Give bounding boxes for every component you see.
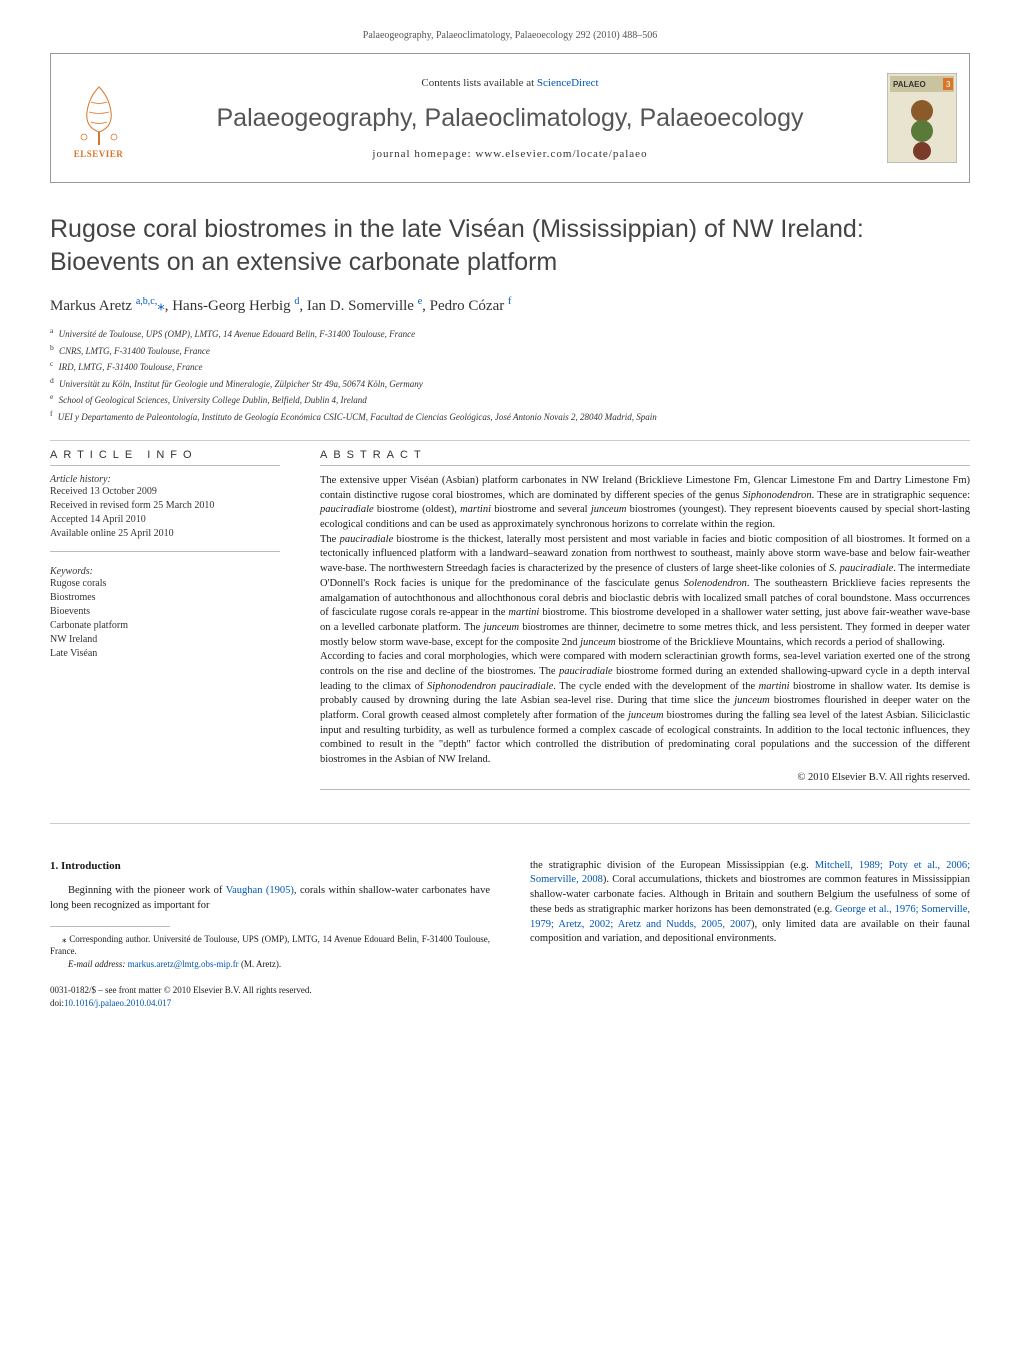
abstract-text: The extensive upper Viséan (Asbian) plat… bbox=[320, 474, 970, 768]
article-info-column: ARTICLE INFO Article history: Received 1… bbox=[50, 449, 280, 798]
svg-text:3: 3 bbox=[946, 80, 951, 89]
keywords-list: Rugose coralsBiostromesBioeventsCarbonat… bbox=[50, 577, 280, 661]
info-abstract-row: ARTICLE INFO Article history: Received 1… bbox=[50, 449, 970, 798]
journal-homepage[interactable]: journal homepage: www.elsevier.com/locat… bbox=[372, 148, 647, 160]
affiliation-line: a Université de Toulouse, UPS (OMP), LMT… bbox=[50, 325, 970, 342]
keyword-item: Bioevents bbox=[50, 605, 280, 619]
info-rule bbox=[50, 465, 280, 466]
intro-text-left: Beginning with the pioneer work of Vaugh… bbox=[50, 884, 490, 913]
history-label: Article history: bbox=[50, 474, 280, 485]
contents-prefix: Contents lists available at bbox=[421, 77, 536, 89]
footer-copyright: 0031-0182/$ – see front matter © 2010 El… bbox=[50, 984, 490, 1009]
history-lines: Received 13 October 2009Received in revi… bbox=[50, 485, 280, 541]
abstract-p2: The pauciradiale biostrome is the thicke… bbox=[320, 533, 970, 651]
section-heading-intro: 1. Introduction bbox=[50, 859, 490, 874]
running-head: Palaeogeography, Palaeoclimatology, Pala… bbox=[50, 30, 970, 41]
abstract-bottom-rule bbox=[320, 789, 970, 790]
keywords-label: Keywords: bbox=[50, 566, 280, 577]
keyword-item: Rugose corals bbox=[50, 577, 280, 591]
email-label: E-mail address: bbox=[68, 959, 128, 969]
history-line: Available online 25 April 2010 bbox=[50, 527, 280, 541]
footnote-rule bbox=[50, 926, 170, 927]
doi-link[interactable]: 10.1016/j.palaeo.2010.04.017 bbox=[64, 998, 171, 1008]
contents-available-line: Contents lists available at ScienceDirec… bbox=[421, 77, 598, 89]
keyword-item: Carbonate platform bbox=[50, 619, 280, 633]
info-rule bbox=[50, 551, 280, 552]
abstract-heading: ABSTRACT bbox=[320, 449, 970, 461]
corresponding-author: ⁎ Corresponding author. Université de To… bbox=[50, 933, 490, 958]
abstract-rule bbox=[320, 465, 970, 466]
sciencedirect-link[interactable]: ScienceDirect bbox=[537, 77, 599, 89]
body-two-column: 1. Introduction Beginning with the pione… bbox=[50, 859, 970, 1010]
copyright-line: © 2010 Elsevier B.V. All rights reserved… bbox=[320, 772, 970, 783]
intro-text-right: the stratigraphic division of the Europe… bbox=[530, 859, 970, 947]
left-column: 1. Introduction Beginning with the pione… bbox=[50, 859, 490, 1010]
email-line: E-mail address: markus.aretz@lmtg.obs-mi… bbox=[50, 958, 490, 971]
keyword-item: Biostromes bbox=[50, 591, 280, 605]
elsevier-logo: ELSEVIER bbox=[51, 54, 146, 182]
article-info-heading: ARTICLE INFO bbox=[50, 449, 280, 461]
front-matter: 0031-0182/$ – see front matter © 2010 El… bbox=[50, 984, 490, 997]
doi-prefix: doi: bbox=[50, 998, 64, 1008]
affiliations: a Université de Toulouse, UPS (OMP), LMT… bbox=[50, 325, 970, 424]
palaeo-cover-icon: PALAEO 3 bbox=[887, 73, 957, 163]
abstract-column: ABSTRACT The extensive upper Viséan (Asb… bbox=[320, 449, 970, 798]
journal-cover-thumb: PALAEO 3 bbox=[874, 54, 969, 182]
affiliation-line: e School of Geological Sciences, Univers… bbox=[50, 391, 970, 408]
keyword-item: Late Viséan bbox=[50, 647, 280, 661]
affiliation-line: b CNRS, LMTG, F-31400 Toulouse, France bbox=[50, 342, 970, 359]
doi-line: doi:10.1016/j.palaeo.2010.04.017 bbox=[50, 997, 490, 1010]
affiliation-line: f UEI y Departamento de Paleontología, I… bbox=[50, 408, 970, 425]
affiliation-line: c IRD, LMTG, F-31400 Toulouse, France bbox=[50, 358, 970, 375]
elsevier-label: ELSEVIER bbox=[74, 149, 124, 159]
history-line: Accepted 14 April 2010 bbox=[50, 513, 280, 527]
email-link[interactable]: markus.aretz@lmtg.obs-mip.fr bbox=[128, 959, 239, 969]
section-rule bbox=[50, 440, 970, 441]
svg-text:PALAEO: PALAEO bbox=[893, 80, 926, 89]
email-suffix: (M. Aretz). bbox=[239, 959, 282, 969]
author-list: Markus Aretz a,b,c,⁎, Hans-Georg Herbig … bbox=[50, 296, 970, 315]
abstract-p3: According to facies and coral morphologi… bbox=[320, 650, 970, 768]
journal-name: Palaeogeography, Palaeoclimatology, Pala… bbox=[217, 104, 804, 133]
keyword-item: NW Ireland bbox=[50, 633, 280, 647]
header-center: Contents lists available at ScienceDirec… bbox=[146, 54, 874, 182]
affiliation-line: d Universität zu Köln, Institut für Geol… bbox=[50, 375, 970, 392]
journal-header: ELSEVIER Contents lists available at Sci… bbox=[50, 53, 970, 183]
elsevier-tree-icon bbox=[69, 77, 129, 147]
right-column: the stratigraphic division of the Europe… bbox=[530, 859, 970, 1010]
article-title: Rugose coral biostromes in the late Visé… bbox=[50, 213, 970, 278]
history-line: Received 13 October 2009 bbox=[50, 485, 280, 499]
history-line: Received in revised form 25 March 2010 bbox=[50, 499, 280, 513]
section-rule bbox=[50, 823, 970, 824]
abstract-p1: The extensive upper Viséan (Asbian) plat… bbox=[320, 474, 970, 533]
